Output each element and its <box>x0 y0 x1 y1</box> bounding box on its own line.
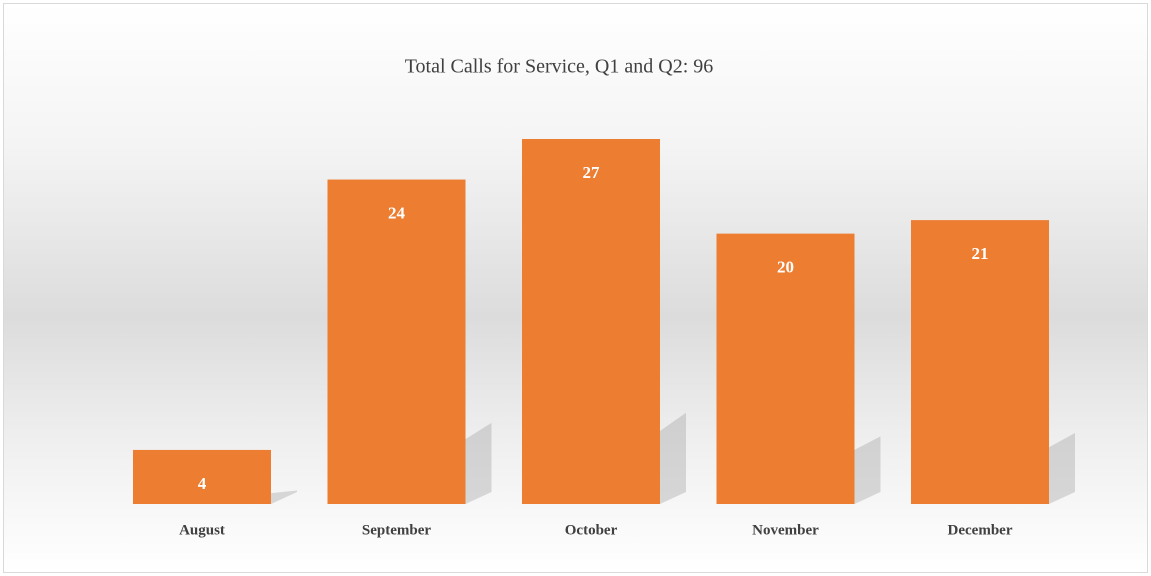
x-tick-label: September <box>362 522 431 538</box>
x-tick-label: November <box>752 522 819 538</box>
data-label: 24 <box>388 203 406 222</box>
x-tick-label: August <box>179 522 225 538</box>
bar <box>911 220 1049 504</box>
data-label: 20 <box>777 258 794 277</box>
data-label: 27 <box>583 163 601 182</box>
data-label: 21 <box>972 244 989 263</box>
bar <box>716 233 855 504</box>
x-tick-label: December <box>948 522 1013 538</box>
bar <box>522 139 660 504</box>
bar-shadow <box>271 490 297 504</box>
chart-title: Total Calls for Service, Q1 and Q2: 96 <box>405 56 714 78</box>
data-label: 4 <box>198 474 207 493</box>
bar-shadow <box>1049 433 1075 504</box>
bar-shadow <box>660 412 686 504</box>
bar <box>327 179 466 505</box>
bar <box>133 449 271 504</box>
x-tick-label: October <box>565 522 618 538</box>
bar-shadow <box>465 422 492 504</box>
bar-shadow <box>854 436 881 504</box>
